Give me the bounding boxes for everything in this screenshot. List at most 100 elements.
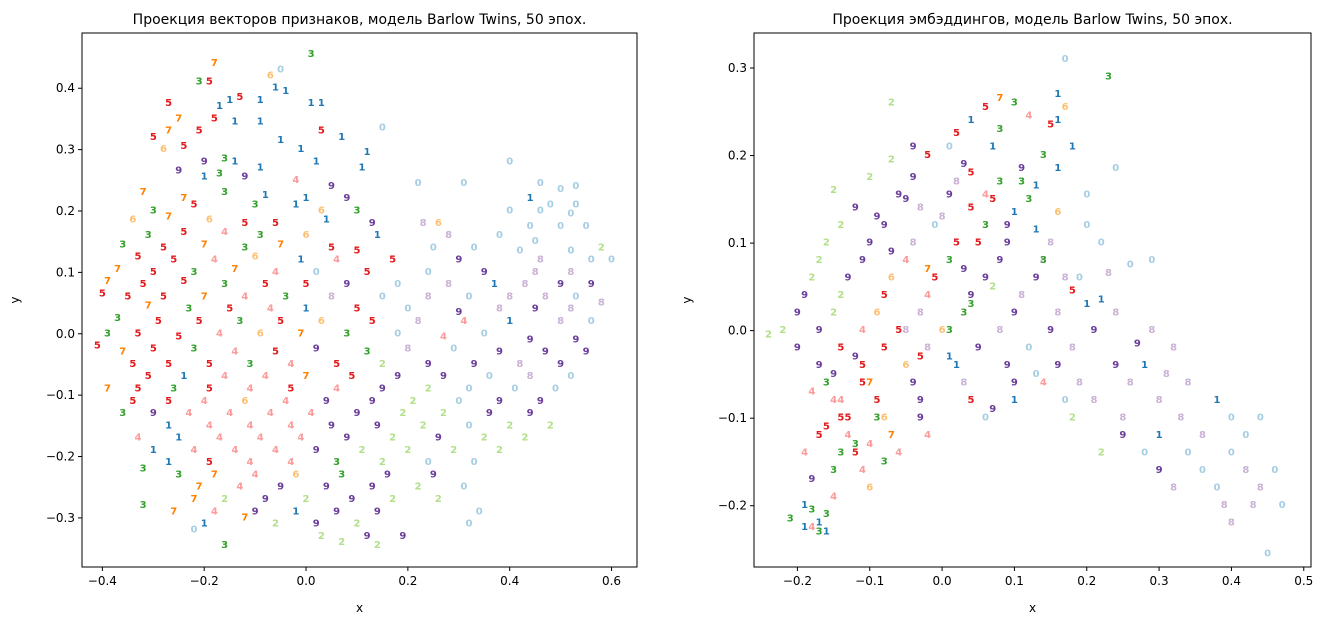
point-label: 9	[313, 445, 320, 456]
point-label: 8	[1076, 378, 1083, 389]
point-label: 9	[471, 359, 478, 370]
point-label: 4	[236, 482, 243, 493]
point-label: 8	[496, 304, 503, 315]
point-label: 8	[1177, 413, 1184, 424]
point-label: 8	[1018, 290, 1025, 301]
point-label: 4	[859, 325, 866, 336]
point-label: 5	[180, 227, 187, 238]
point-label: 2	[522, 433, 529, 444]
point-label: 8	[328, 291, 335, 302]
point-label: 2	[389, 494, 396, 505]
point-label: 8	[516, 359, 523, 370]
point-label: 9	[369, 482, 376, 493]
point-label: 5	[150, 267, 157, 278]
point-label: 2	[404, 445, 411, 456]
point-label: 5	[859, 378, 866, 389]
x-tick-label: 0.2	[398, 574, 417, 588]
point-label: 0	[567, 209, 574, 220]
point-label: 9	[801, 290, 808, 301]
point-label: 4	[292, 175, 299, 186]
point-label: 5	[1069, 286, 1076, 297]
point-label: 9	[328, 420, 335, 431]
y-tick-label: −0.2	[46, 450, 75, 464]
point-label: 9	[384, 469, 391, 480]
point-label: 8	[1069, 343, 1076, 354]
point-label: 3	[960, 308, 967, 319]
point-label: 0	[1242, 430, 1249, 441]
point-label: 9	[910, 378, 917, 389]
point-label: 5	[354, 304, 361, 315]
point-label: 5	[272, 347, 279, 358]
point-label: 7	[211, 469, 218, 480]
point-label: 1	[801, 500, 808, 511]
point-label: 1	[292, 506, 299, 517]
point-label: 9	[394, 371, 401, 382]
point-label: 4	[247, 384, 254, 395]
point-label: 9	[333, 506, 340, 517]
point-label: 2	[338, 537, 345, 548]
point-label: 5	[369, 316, 376, 327]
point-label: 1	[1011, 395, 1018, 406]
point-label: 0	[379, 291, 386, 302]
point-label: 8	[522, 279, 529, 290]
point-label: 7	[211, 58, 218, 69]
point-label: 5	[165, 359, 172, 370]
point-label: 3	[996, 124, 1003, 135]
point-label: 0	[1083, 190, 1090, 201]
point-label: 9	[1054, 360, 1061, 371]
point-label: 1	[165, 457, 172, 468]
point-label: 7	[924, 264, 931, 275]
y-tick-label: 0.2	[728, 149, 747, 163]
point-label: 8	[425, 291, 432, 302]
point-label: 4	[460, 316, 467, 327]
point-label: 4	[257, 433, 264, 444]
point-label: 0	[404, 304, 411, 315]
point-label: 7	[201, 291, 208, 302]
point-label: 0	[476, 506, 483, 517]
point-label: 1	[989, 141, 996, 152]
point-label: 9	[572, 334, 579, 345]
point-label: 9	[313, 344, 320, 355]
point-label: 8	[567, 267, 574, 278]
point-label: 3	[221, 279, 228, 290]
point-label: 8	[542, 291, 549, 302]
point-label: 3	[221, 153, 228, 164]
point-label: 0	[486, 371, 493, 382]
point-label: 3	[823, 378, 830, 389]
point-label: 8	[598, 298, 605, 309]
point-label: 1	[277, 135, 284, 146]
point-label: 0	[471, 242, 478, 253]
point-label: 5	[196, 316, 203, 327]
point-label: 9	[1047, 325, 1054, 336]
point-label: 4	[211, 506, 218, 517]
point-label: 4	[924, 430, 931, 441]
point-label: 0	[466, 384, 473, 395]
point-label: 9	[481, 267, 488, 278]
point-label: 0	[506, 206, 513, 217]
point-label: 3	[1018, 176, 1025, 187]
point-label: 3	[282, 291, 289, 302]
point-label: 9	[374, 506, 381, 517]
point-label: 2	[399, 408, 406, 419]
point-label: 4	[440, 331, 447, 342]
point-label: 5	[226, 304, 233, 315]
point-label: 0	[511, 384, 518, 395]
point-label: 8	[1091, 395, 1098, 406]
point-label: 3	[221, 540, 228, 551]
point-label: 3	[216, 169, 223, 180]
point-label: 5	[924, 150, 931, 161]
point-label: 9	[252, 506, 259, 517]
point-label: 5	[145, 371, 152, 382]
point-label: 5	[196, 126, 203, 137]
point-label: 9	[323, 482, 330, 493]
point-label: 8	[1199, 430, 1206, 441]
point-label: 0	[1141, 448, 1148, 459]
point-label: 1	[262, 190, 269, 201]
point-label: 7	[277, 239, 284, 250]
point-label: 5	[364, 267, 371, 278]
point-label: 0	[1228, 448, 1235, 459]
point-label: 3	[968, 299, 975, 310]
